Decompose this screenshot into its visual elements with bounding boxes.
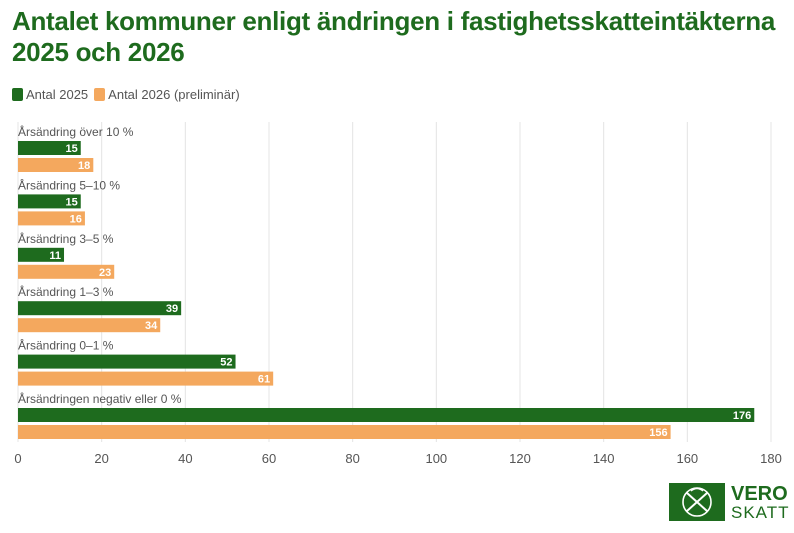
bar-2025 [18, 408, 755, 422]
bar-value-label: 34 [145, 320, 158, 332]
bar-value-label: 52 [220, 357, 232, 369]
bar-value-label: 176 [733, 410, 751, 422]
logo-text-vero: VERO [731, 483, 788, 505]
vero-skatt-logo: VERO SKATT [669, 483, 789, 521]
legend-label-2025: Antal 2025 [26, 87, 89, 102]
bar-value-label: 18 [78, 160, 90, 172]
bar-2025 [18, 301, 182, 316]
legend-item-2026: Antal 2026 (preliminär) [94, 87, 240, 102]
bar-2025 [18, 194, 81, 209]
logo-emblem-cross [686, 492, 708, 512]
bar-2026 [18, 158, 94, 172]
bar-value-label: 156 [649, 427, 667, 439]
bar-2025 [18, 354, 236, 369]
x-tick-label-0: 0 [14, 451, 21, 466]
x-tick-label-20: 20 [94, 451, 108, 466]
x-tick-label-120: 120 [509, 451, 531, 466]
legend-swatch-2025 [12, 88, 23, 101]
bar-2026 [18, 425, 671, 439]
x-tick-label-160: 160 [676, 451, 698, 466]
bar-value-label: 15 [66, 143, 78, 155]
bar-2026 [18, 318, 161, 333]
x-tick-label-60: 60 [262, 451, 276, 466]
x-tick-label-80: 80 [345, 451, 359, 466]
x-tick-label-140: 140 [593, 451, 615, 466]
logo-emblem-crown [690, 487, 704, 492]
category-label: Årsändringen negativ eller 0 % [18, 391, 182, 406]
legend-swatch-2026 [94, 88, 106, 101]
legend-label-2026: Antal 2026 (preliminär) [108, 87, 240, 102]
bar-value-label: 61 [258, 374, 270, 386]
bar-2025 [18, 247, 65, 262]
category-label: Årsändring 0–1 % [18, 338, 114, 353]
bar-2026 [18, 264, 115, 279]
category-label: Årsändring 1–3 % [18, 284, 114, 299]
legend-item-2025: Antal 2025 [12, 87, 88, 102]
bar-value-label: 16 [70, 213, 82, 225]
bar-2026 [18, 371, 274, 386]
bar-value-label: 11 [49, 250, 61, 262]
category-label: Årsändring 3–5 % [18, 231, 114, 246]
logo-text-skatt: SKATT [731, 503, 789, 521]
x-tick-label-180: 180 [760, 451, 782, 466]
bar-2026 [18, 211, 85, 226]
category-label: Årsändring 5–10 % [18, 177, 120, 192]
bar-value-label: 23 [99, 267, 111, 279]
category-label: Årsändring över 10 % [18, 124, 134, 139]
legend: Antal 2025 Antal 2026 (preliminär) [12, 87, 240, 102]
x-tick-label-100: 100 [425, 451, 447, 466]
bar-value-label: 15 [66, 196, 78, 208]
chart-title: Antalet kommuner enligt ändringen i fast… [12, 6, 776, 67]
x-tick-label-40: 40 [178, 451, 192, 466]
bar-2025 [18, 141, 81, 155]
bar-value-label: 39 [166, 303, 178, 315]
